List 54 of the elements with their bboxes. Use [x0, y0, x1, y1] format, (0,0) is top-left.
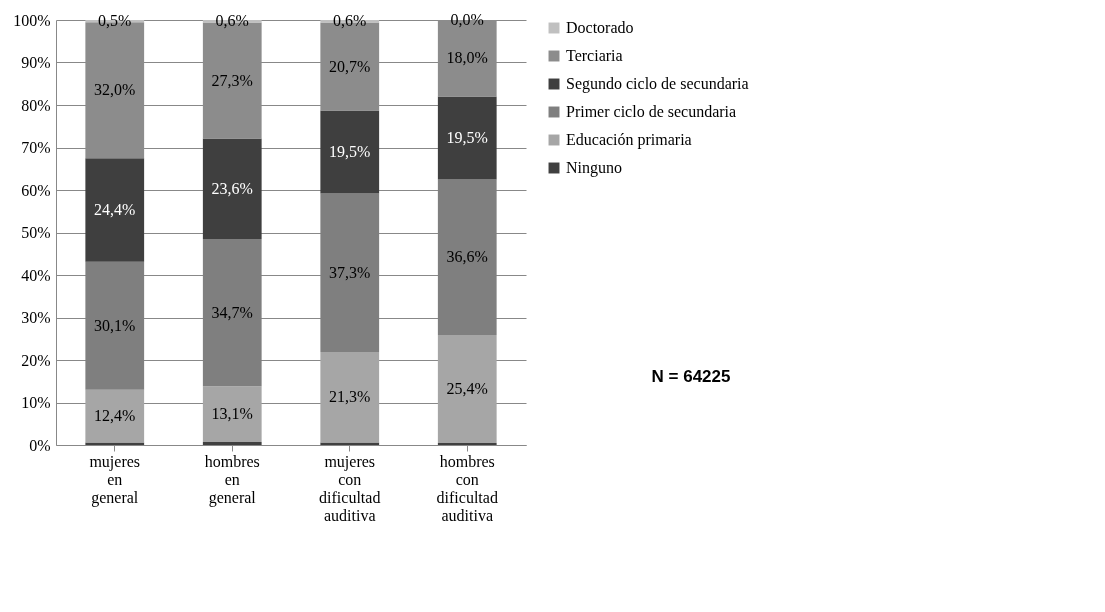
data-label: 23,6%	[211, 179, 253, 197]
y-tick-label: 50%	[21, 224, 51, 241]
data-label: 0,5%	[98, 12, 132, 30]
legend-label: Educación primaria	[566, 131, 692, 149]
x-tick-label: mujeres con dificultad auditiva	[319, 452, 381, 524]
y-tick-label: 90%	[21, 54, 51, 71]
bar	[320, 442, 380, 445]
legend-label: Terciaria	[566, 47, 623, 64]
y-tick-label: 30%	[21, 309, 51, 326]
data-label: 20,7%	[329, 57, 371, 75]
x-tick-label: mujeres en general	[89, 452, 141, 507]
bar	[85, 389, 145, 443]
x-tick-label: hombres en general	[204, 452, 260, 507]
legend-label: Ninguno	[566, 159, 622, 177]
y-tick-label: 0%	[29, 436, 51, 454]
data-label: 21,3%	[329, 388, 371, 406]
y-tick-label: 60%	[21, 181, 51, 199]
data-label: 12,4%	[94, 407, 136, 425]
data-label: 19,5%	[329, 142, 371, 160]
data-label: 30,1%	[94, 316, 136, 334]
legend-label: Primer ciclo de secundaria	[566, 103, 737, 120]
data-label: 36,6%	[446, 248, 488, 266]
data-label: 13,1%	[211, 405, 253, 423]
data-label: 0,0%	[450, 11, 484, 28]
data-label: 32,0%	[94, 81, 136, 99]
y-tick-label: 100%	[13, 11, 51, 29]
data-label: 27,3%	[211, 71, 253, 89]
legend-label: Doctorado	[566, 19, 634, 36]
bar	[437, 96, 497, 180]
y-tick-label: 80%	[21, 96, 51, 114]
text: N = 64225	[651, 367, 731, 386]
bar	[202, 386, 262, 443]
data-label: 18,0%	[446, 49, 488, 67]
bar	[437, 334, 497, 443]
bar	[320, 110, 380, 194]
y-tick-label: 40%	[21, 266, 51, 284]
bar	[202, 442, 262, 445]
bar	[85, 158, 145, 262]
data-label: 25,4%	[446, 379, 488, 397]
legend-label: Segundo ciclo de secundaria	[566, 75, 749, 93]
data-label: 24,4%	[94, 200, 136, 218]
x-tick-label: hombres con dificultad auditiva	[436, 452, 498, 524]
bar	[85, 442, 145, 445]
data-label: 19,5%	[446, 128, 488, 146]
y-tick-label: 70%	[21, 139, 51, 156]
bar	[437, 442, 497, 445]
bar	[320, 351, 380, 443]
bar	[202, 138, 262, 239]
y-tick-label: 10%	[21, 394, 51, 411]
data-label: 0,6%	[333, 12, 367, 30]
y-tick-label: 20%	[21, 351, 51, 369]
data-label: 34,7%	[211, 303, 253, 321]
data-label: 37,3%	[329, 263, 371, 281]
data-label: 0,6%	[215, 12, 249, 30]
